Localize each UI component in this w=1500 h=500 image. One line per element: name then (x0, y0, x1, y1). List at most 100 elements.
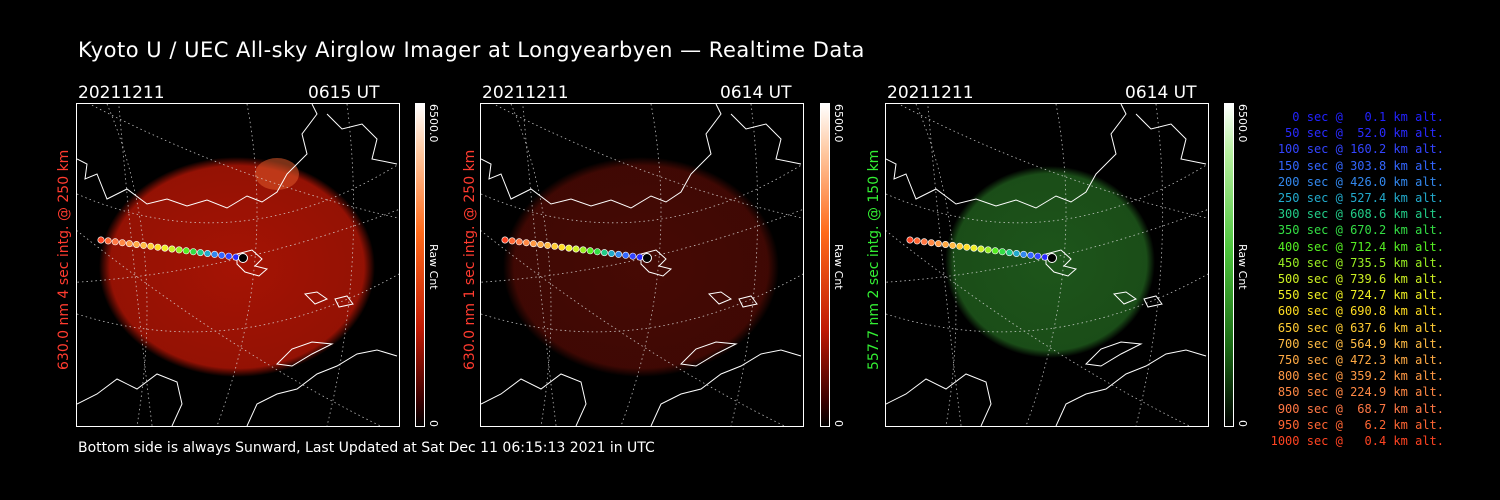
trajectory-dot (189, 248, 197, 256)
trajectory-dot (204, 250, 212, 258)
trajectory-dot (111, 238, 119, 246)
trajectory-dot (1027, 251, 1035, 259)
legend-entry: 900 sec @ 68.7 km alt. (1277, 401, 1444, 416)
trajectory-dot (977, 245, 985, 253)
trajectory-dot (104, 237, 112, 245)
trajectory-legend: 0 sec @ 0.1 km alt. 50 sec @ 52.0 km alt.… (1262, 109, 1444, 449)
legend-entry: 600 sec @ 690.8 km alt. (1277, 304, 1444, 319)
legend-entry: 50 sec @ 52.0 km alt. (1285, 126, 1444, 141)
trajectory-dot (1034, 252, 1042, 260)
panel-1-colorbar-unit: Raw Cnt (427, 244, 440, 290)
graticule (481, 104, 803, 426)
coastline (77, 104, 398, 426)
panel-1-colorbar-min: 0 (427, 420, 440, 427)
trajectory-dot (168, 245, 176, 253)
panel-3-wavelength-label: 557.7 nm 2 sec intg. @ 150 km (866, 149, 882, 370)
trajectory-dot (572, 245, 580, 253)
legend-entry: 1000 sec @ 0.4 km alt. (1270, 434, 1444, 449)
panel-1-colorbar-max: 6500.0 (427, 104, 440, 143)
panel-1-airglow-image (76, 103, 400, 427)
panel-1-time: 0615 UT (308, 83, 380, 103)
legend-entry: 200 sec @ 426.0 km alt. (1277, 174, 1444, 189)
trajectory-dot (154, 243, 162, 251)
trajectory-dot (501, 236, 509, 244)
trajectory-dot (615, 250, 623, 258)
panel-2-colorbar (820, 103, 830, 427)
trajectory-dot (586, 247, 594, 255)
trajectory-dot (565, 244, 573, 252)
trajectory-dot (956, 242, 964, 250)
trajectory-dot (182, 247, 190, 255)
panel-2-colorbar-unit: Raw Cnt (832, 244, 845, 290)
legend-entry: 300 sec @ 608.6 km alt. (1277, 207, 1444, 222)
legend-entry: 400 sec @ 712.4 km alt. (1277, 239, 1444, 254)
trajectory-dot (941, 241, 949, 249)
trajectory-dot (147, 242, 155, 250)
legend-entry: 500 sec @ 739.6 km alt. (1277, 272, 1444, 287)
trajectory-dot (1020, 250, 1028, 258)
trajectory-dot (579, 246, 587, 254)
trajectory-dot (544, 241, 552, 249)
trajectory-dot (1013, 250, 1021, 258)
legend-entry: 700 sec @ 564.9 km alt. (1277, 336, 1444, 351)
legend-entry: 150 sec @ 303.8 km alt. (1277, 158, 1444, 173)
trajectory-dot (125, 240, 133, 248)
graticule (77, 104, 399, 426)
panel-3-airglow-image (885, 103, 1209, 427)
trajectory-dot (920, 238, 928, 246)
trajectory-dot (196, 249, 204, 257)
trajectory-dot (622, 251, 630, 259)
trajectory-dot (522, 239, 530, 247)
trajectory-dot (1005, 249, 1013, 257)
trajectory-dot (949, 241, 957, 249)
trajectory-dot (991, 247, 999, 255)
trajectory-dot (906, 236, 914, 244)
panel-2-colorbar-max: 6500.0 (832, 104, 845, 143)
trajectory-dot (984, 246, 992, 254)
trajectory-dot (558, 243, 566, 251)
trajectory-dot (529, 240, 537, 248)
trajectory-dot (963, 243, 971, 251)
legend-entry: 0 sec @ 0.1 km alt. (1292, 110, 1444, 124)
panel-1-wavelength-label: 630.0 nm 4 sec intg. @ 250 km (56, 149, 72, 370)
trajectory-dot (140, 241, 148, 249)
trajectory-dot (600, 249, 608, 257)
launch-site-marker (642, 253, 652, 263)
panel-3-date: 20211211 (887, 83, 974, 103)
legend-entry: 850 sec @ 224.9 km alt. (1277, 385, 1444, 400)
trajectory-dot (97, 236, 105, 244)
trajectory-dot (934, 240, 942, 248)
panel-3-colorbar (1224, 103, 1234, 427)
legend-entry: 750 sec @ 472.3 km alt. (1277, 353, 1444, 368)
panel-2-date: 20211211 (482, 83, 569, 103)
launch-site-marker (1047, 253, 1057, 263)
coastline (886, 104, 1207, 426)
airglow-disc (503, 157, 779, 377)
legend-entry: 800 sec @ 359.2 km alt. (1277, 369, 1444, 384)
panel-2-colorbar-min: 0 (832, 420, 845, 427)
panel-3-time: 0614 UT (1125, 83, 1197, 103)
trajectory-dot (515, 238, 523, 246)
graticule (886, 104, 1208, 426)
trajectory-dot (536, 241, 544, 249)
coastline (481, 104, 802, 426)
trajectory-dot (118, 239, 126, 247)
trajectory-dot (211, 250, 219, 258)
legend-entry: 100 sec @ 160.2 km alt. (1277, 142, 1444, 157)
panel-2-airglow-image (480, 103, 804, 427)
trajectory (97, 236, 248, 263)
panel-2-time: 0614 UT (720, 83, 792, 103)
legend-entry: 450 sec @ 735.5 km alt. (1277, 255, 1444, 270)
legend-entry: 250 sec @ 527.4 km alt. (1277, 191, 1444, 206)
trajectory-dot (225, 252, 233, 260)
trajectory-dot (161, 244, 169, 252)
trajectory-dot (593, 248, 601, 256)
trajectory-dot (218, 251, 226, 259)
legend-entry: 950 sec @ 6.2 km alt. (1277, 417, 1444, 432)
trajectory-dot (175, 246, 183, 254)
panel-1-date: 20211211 (78, 83, 165, 103)
airglow-disc (99, 157, 375, 377)
panel-3-colorbar-unit: Raw Cnt (1236, 244, 1249, 290)
trajectory-dot (551, 242, 559, 250)
launch-site-marker (238, 253, 248, 263)
